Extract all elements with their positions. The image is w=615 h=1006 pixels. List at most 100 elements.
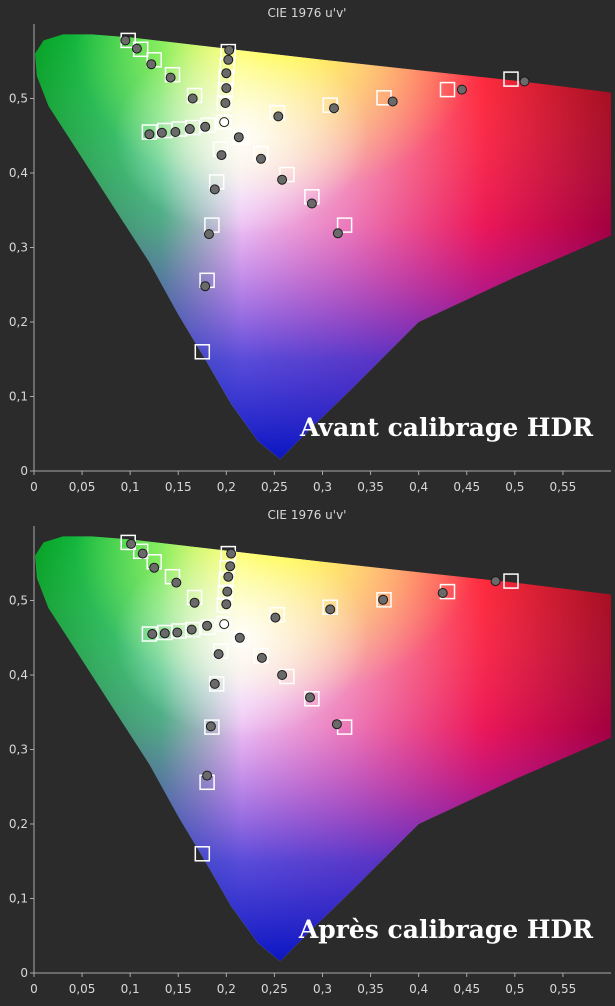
x-tick-label: 0,3 bbox=[313, 480, 332, 494]
measured-point-marker bbox=[200, 121, 211, 132]
measured-point-marker bbox=[159, 628, 170, 639]
measured-point-marker bbox=[165, 72, 176, 83]
chart-caption: Après calibrage HDR bbox=[298, 915, 593, 944]
measured-point-marker bbox=[184, 124, 195, 134]
target-square-marker bbox=[503, 71, 519, 87]
y-tick-label: 0,5 bbox=[9, 594, 28, 608]
measured-point-marker bbox=[147, 629, 158, 639]
measured-point-marker bbox=[222, 586, 233, 597]
y-tick-label: 0,5 bbox=[9, 92, 28, 106]
measured-point-marker bbox=[234, 632, 245, 643]
x-tick-label: 0,4 bbox=[409, 480, 428, 494]
chart-panel-avant: CIE 1976 u'v' 0 0,05 0,1 0,15 0,2 0,25 0,3 0,35 0… bbox=[9, 6, 611, 494]
target-square-marker bbox=[216, 95, 233, 111]
measured-point-marker bbox=[220, 98, 231, 108]
target-square-marker bbox=[376, 592, 392, 608]
x-tick-label: 0,5 bbox=[505, 480, 524, 494]
x-tick-label: 0,55 bbox=[550, 480, 577, 494]
y-tick-label: 0,2 bbox=[9, 315, 28, 329]
y-tick-label: 0,3 bbox=[9, 743, 28, 757]
measured-point-marker bbox=[149, 562, 160, 573]
x-tick-label: 0,4 bbox=[409, 982, 428, 996]
target-square-marker bbox=[194, 344, 211, 360]
target-square-marker bbox=[439, 81, 456, 98]
y-tick-label: 0,1 bbox=[9, 390, 28, 404]
measured-point-marker bbox=[216, 150, 227, 161]
x-tick-label: 0,05 bbox=[69, 480, 96, 494]
measured-point-marker bbox=[387, 96, 398, 107]
measured-point-marker bbox=[146, 59, 157, 70]
measured-point-marker bbox=[137, 548, 148, 559]
measured-point-marker bbox=[219, 117, 230, 128]
measured-point-marker bbox=[378, 594, 389, 605]
measured-point-marker bbox=[120, 35, 131, 46]
measured-point-marker bbox=[223, 571, 234, 582]
x-tick-label: 0,15 bbox=[165, 982, 192, 996]
measured-point-marker bbox=[223, 54, 234, 65]
x-tick-label: 0,3 bbox=[313, 982, 332, 996]
measured-point-marker bbox=[277, 670, 288, 680]
measured-point-marker bbox=[221, 599, 232, 610]
x-tick-label: 0,45 bbox=[453, 480, 480, 494]
measured-point-marker bbox=[209, 184, 220, 195]
measured-point-marker bbox=[226, 548, 237, 559]
measured-point-marker bbox=[256, 652, 267, 663]
measured-point-marker bbox=[519, 76, 530, 87]
measured-point-marker bbox=[131, 43, 142, 54]
y-tick-label: 0,2 bbox=[9, 817, 28, 831]
measured-point-marker bbox=[273, 111, 284, 122]
measured-point-marker bbox=[490, 576, 501, 587]
target-square-marker bbox=[336, 217, 353, 233]
target-square-marker bbox=[184, 621, 201, 638]
x-tick-label: 0,35 bbox=[357, 480, 384, 494]
measured-point-marker bbox=[233, 132, 244, 143]
x-tick-label: 0,1 bbox=[121, 480, 140, 494]
x-tick-label: 0,2 bbox=[217, 480, 236, 494]
measured-point-marker bbox=[144, 129, 155, 140]
measured-point-marker bbox=[200, 281, 211, 292]
measured-point-marker bbox=[225, 561, 236, 572]
measured-point-marker bbox=[221, 68, 232, 79]
measured-point-marker bbox=[456, 84, 467, 95]
chart-caption: Avant calibrage HDR bbox=[299, 413, 593, 442]
target-square-marker bbox=[132, 543, 149, 560]
measured-point-marker bbox=[204, 229, 214, 240]
y-tick-label: 0 bbox=[20, 464, 28, 478]
y-tick-label: 0,4 bbox=[9, 668, 28, 682]
measured-point-marker bbox=[126, 538, 137, 549]
target-square-marker bbox=[216, 114, 232, 130]
target-square-marker bbox=[304, 691, 320, 707]
target-square-marker bbox=[208, 676, 225, 692]
measured-point-marker bbox=[189, 597, 200, 608]
measured-point-marker bbox=[224, 45, 235, 56]
target-square-marker bbox=[204, 719, 220, 735]
measured-point-marker bbox=[329, 103, 339, 114]
target-square-marker bbox=[233, 631, 249, 647]
target-square-marker bbox=[216, 597, 233, 613]
target-square-marker bbox=[279, 166, 295, 183]
measured-point-marker bbox=[256, 153, 266, 164]
x-tick-label: 0 bbox=[30, 982, 38, 996]
chart-title: CIE 1976 u'v' bbox=[268, 508, 347, 522]
measured-point-marker bbox=[187, 93, 198, 104]
target-square-marker bbox=[194, 846, 211, 862]
y-tick-label: 0,1 bbox=[9, 892, 28, 906]
measured-point-marker bbox=[171, 577, 182, 588]
measured-point-marker bbox=[332, 228, 343, 239]
x-tick-label: 0,1 bbox=[121, 982, 140, 996]
measured-point-marker bbox=[156, 127, 167, 138]
chart-panel-apres: CIE 1976 u'v' 0 0,05 0,1 0,15 0,2 0,25 0,3 0,35 0… bbox=[9, 508, 611, 996]
measured-point-marker bbox=[186, 624, 197, 635]
target-square-marker bbox=[200, 619, 216, 636]
measured-point-marker bbox=[172, 627, 183, 638]
measured-point-marker bbox=[170, 127, 181, 137]
measured-point-marker bbox=[202, 620, 213, 631]
measured-point-marker bbox=[219, 619, 230, 630]
measured-point-marker bbox=[306, 198, 317, 209]
x-tick-label: 0,05 bbox=[69, 982, 96, 996]
x-tick-label: 0,55 bbox=[550, 982, 577, 996]
x-tick-label: 0,15 bbox=[165, 480, 192, 494]
x-tick-label: 0,35 bbox=[357, 982, 384, 996]
measured-point-marker bbox=[221, 83, 232, 94]
